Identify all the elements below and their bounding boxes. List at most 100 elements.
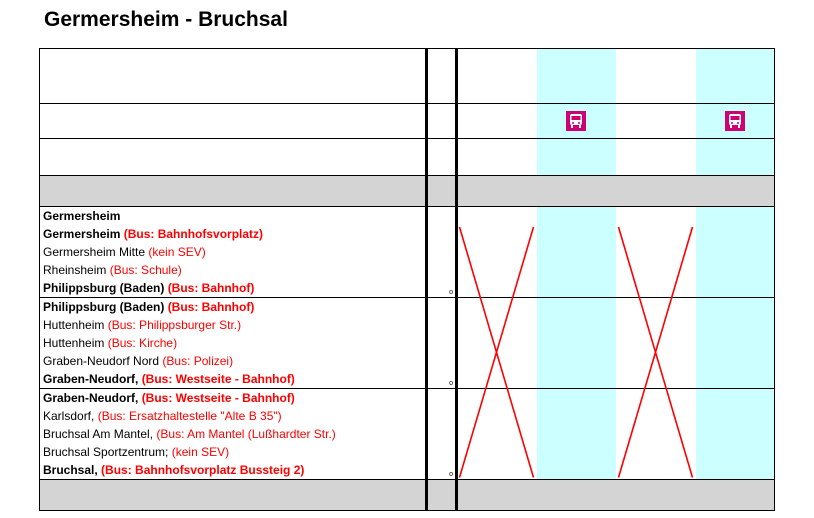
train-validity-cell [455,85,537,104]
time-cell [695,297,775,316]
time-cell [455,206,537,225]
stop-name-cell: Bruchsal, (Bus: Bahnhofsvorplatz Busstei… [39,461,427,480]
time-cell [455,334,537,352]
time-cell [536,261,616,279]
time-cell [455,370,537,389]
bus-stop-note: (Bus: Schule) [109,263,182,277]
train-validity-cell [615,85,696,104]
bus-stop-note: (Bus: Westseite - Bahnhof) [141,391,295,405]
stop-name: Philippsburg (Baden) [43,281,165,295]
stop-name: Graben-Neudorf, [43,372,139,386]
mark-cell: o [425,370,457,389]
header-label [39,48,427,67]
footer-cell [695,479,775,511]
mark-cell: o [425,279,457,298]
stop-row: Philippsburg (Baden) (Bus: Bahnhof) [39,297,775,316]
mark-cell [425,352,457,370]
train-type-cell [536,48,616,67]
stop-row: Graben-Neudorf Nord (Bus: Polizei) [39,352,775,370]
stop-name-cell: Philippsburg (Baden) (Bus: Bahnhof) [39,279,427,298]
mark-cell: o [425,461,457,480]
stop-row: Bruchsal Am Mantel, (Bus: Am Mantel (Luß… [39,425,775,443]
header-row-type [39,48,775,67]
validity-day-row [39,157,775,176]
from-label [425,175,457,207]
header-row-validity [39,85,775,104]
time-cell [695,407,775,425]
time-cell [695,352,775,370]
time-cell [536,316,616,334]
stop-name-cell: Bruchsal Sportzentrum; (kein SEV) [39,443,427,461]
mark-cell [425,316,457,334]
stop-row: Philippsburg (Baden) (Bus: Bahnhof) o [39,279,775,298]
time-cell [616,261,696,279]
mark-cell [425,407,457,425]
time-cell [536,297,616,316]
stop-row: Germersheim [39,206,775,225]
day-mark-cell [536,138,616,157]
spacer-cell [425,103,457,139]
time-cell [616,461,696,480]
time-cell [616,443,696,461]
train-type-cell [455,48,537,67]
bus-stop-note: (Bus: Philippsburger Str.) [107,318,242,332]
bus-count-cell [615,103,696,139]
bus-stop-note: (kein SEV) [171,445,230,459]
transfer-mark: o [449,471,453,478]
time-cell [455,425,537,443]
stop-name-cell: Germersheim (Bus: Bahnhofsvorplatz) [39,225,427,243]
mark-cell [425,334,457,352]
stop-name: Graben-Neudorf, [43,391,139,405]
bus-count-cell [536,103,616,139]
page-title: Germersheim - Bruchsal [44,8,288,31]
time-cell [695,425,775,443]
stop-row: Germersheim (Bus: Bahnhofsvorplatz) [39,225,775,243]
time-cell [695,225,775,243]
stop-name-cell: Graben-Neudorf Nord (Bus: Polizei) [39,352,427,370]
validity-day-row [39,138,775,157]
mark-cell [425,243,457,261]
time-cell [695,316,775,334]
stop-name: Germersheim Mitte [43,245,146,259]
spacer-cell [425,67,457,85]
mark-cell [425,206,457,225]
train-validity-cell [695,85,775,104]
footer-cell [455,479,537,511]
spacer-cell [425,85,457,104]
train-number-cell [695,67,775,85]
time-cell [455,461,537,480]
footer-row [39,479,775,511]
footer-cell [615,479,696,511]
time-cell [455,388,537,407]
stop-row: Graben-Neudorf, (Bus: Westseite - Bahnho… [39,370,775,389]
time-cell [695,261,775,279]
bus-stop-note: (Bus: Polizei) [162,354,234,368]
bus-stop-note: (Bus: Am Mantel (Lußhardter Str.) [156,427,336,441]
stop-row: Huttenheim (Bus: Philippsburger Str.) [39,316,775,334]
train-type-cell [615,48,696,67]
stop-row: Bruchsal, (Bus: Bahnhofsvorplatz Busstei… [39,461,775,480]
bus-stop-note: (Bus: Westseite - Bahnhof) [141,372,295,386]
train-type-cell [695,48,775,67]
spacer-cell [425,48,457,67]
train-number-cell [536,67,616,85]
stop-name: Graben-Neudorf Nord [43,354,160,368]
bus-stop-note: (Bus: Kirche) [107,336,178,350]
time-cell [695,243,775,261]
stop-name: Huttenheim [43,336,105,350]
day-label [39,138,427,157]
day-mark-cell [536,157,616,176]
time-cell [536,206,616,225]
time-cell [616,425,696,443]
day-label [39,157,427,176]
stop-row: Karlsdorf, (Bus: Ersatzhaltestelle "Alte… [39,407,775,425]
header-label [39,85,427,104]
stop-name: Bruchsal Sportzentrum; [43,445,169,459]
bus-count-cell [455,103,537,139]
origin-cell [536,175,616,207]
time-cell [695,279,775,298]
stop-name-cell: Germersheim [39,206,427,225]
bus-icon [566,111,586,131]
time-cell [536,443,616,461]
bus-count-cell [695,103,775,139]
